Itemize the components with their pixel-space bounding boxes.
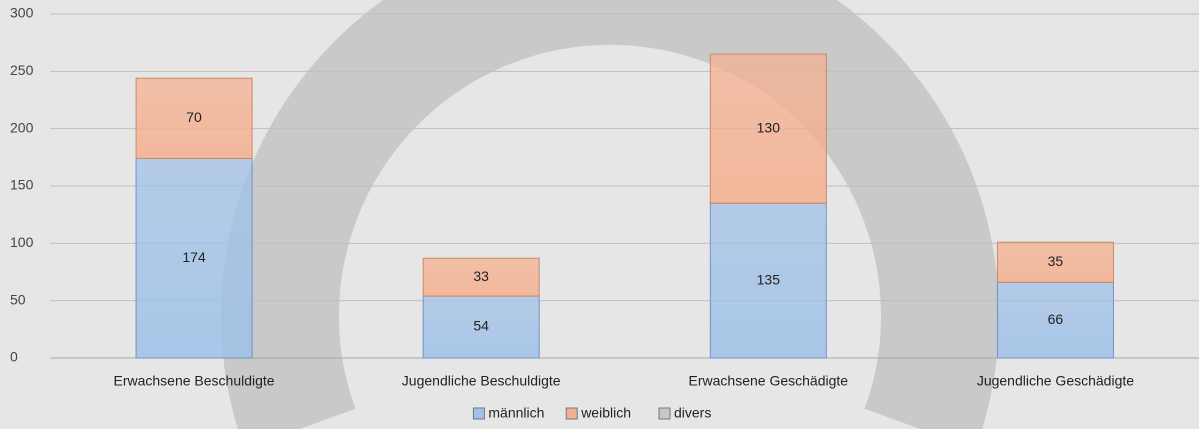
bar-segment [709,202,827,359]
bar-segment [996,241,1114,283]
data-label: 174 [182,249,206,265]
data-label: 135 [757,271,781,287]
bar-segment [135,77,253,159]
x-tick-label: Erwachsene Beschuldigte [114,373,275,389]
x-tick-label: Jugendliche Geschädigte [977,373,1134,389]
legend-swatch [658,407,671,420]
bar-segment [996,281,1114,359]
data-label: 33 [473,268,489,284]
legend-label: männlich [488,405,544,421]
bars [135,53,1114,359]
watermark-arc [221,0,999,429]
data-label: 130 [757,119,781,135]
data-label: 54 [473,318,489,334]
x-tick-label: Erwachsene Geschädigte [689,373,849,389]
y-tick-label: 300 [10,5,34,21]
data-label: 66 [1048,311,1064,327]
data-label: 35 [1048,253,1064,269]
y-tick-label: 250 [10,62,34,78]
y-tick-label: 100 [10,234,34,250]
legend-label: divers [674,405,711,421]
data-label: 70 [186,109,202,125]
labels: Erwachsene Beschuldigte 174 70 Jugendliche … [114,109,1135,389]
bar-segment [135,157,253,359]
y-tick-label: 0 [10,349,18,365]
bar-segment [422,257,540,297]
legend-swatch [472,407,485,420]
x-tick-label: Jugendliche Beschuldigte [402,373,561,389]
y-tick-label: 200 [10,119,34,135]
bar-segment [709,53,827,204]
y-tick-label: 150 [10,177,34,193]
legend-label: weiblich [580,405,631,421]
y-tick-label: 50 [10,291,26,307]
legend: männlich weiblich divers [472,405,711,421]
legend-swatch [565,407,578,420]
